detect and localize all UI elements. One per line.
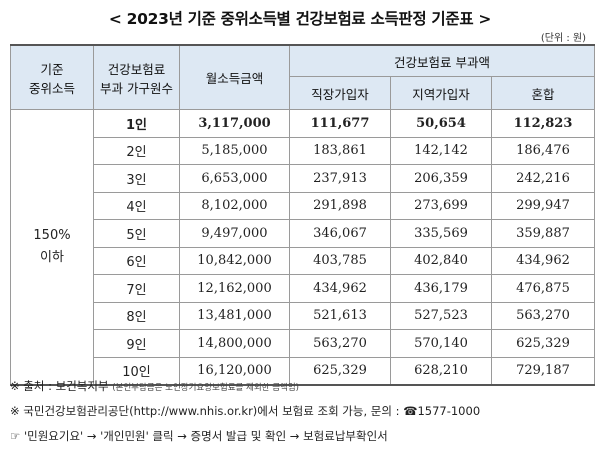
table-row: 4인 8,102,000 291,898 273,699 299,947 — [11, 191, 595, 220]
header-monthly-income: 월소득금액 — [179, 44, 290, 110]
mixed-cell: 434,962 — [491, 246, 595, 275]
header-mixed: 혼합 — [491, 76, 595, 110]
header-median-income-line2: 중위소득 — [28, 80, 75, 96]
unit-label: (단위 : 원) — [540, 33, 586, 44]
source-label: ※ 출처 : 보건복지부 — [10, 379, 109, 393]
income-cell: 14,800,000 — [179, 329, 290, 358]
income-cell: 13,481,000 — [179, 301, 290, 330]
source-note: ※ 출처 : 보건복지부 (본인부담금은 노인장기요양보험료를 제외한 금액임) — [10, 374, 595, 399]
income-cell: 5,185,000 — [179, 136, 290, 165]
regional-cell: 527,523 — [390, 301, 492, 330]
table-row: 5인 9,497,000 346,067 335,569 359,887 — [11, 219, 595, 248]
group-label-line2: 이하 — [40, 250, 64, 265]
regional-cell: 50,654 — [390, 109, 492, 138]
table-row: 3인 6,653,000 237,913 206,359 242,216 — [11, 164, 595, 193]
regional-cell: 206,359 — [390, 164, 492, 193]
household-cell: 3인 — [93, 164, 180, 193]
mixed-cell: 359,887 — [491, 219, 595, 248]
regional-cell: 402,840 — [390, 246, 492, 275]
header-median-income-line1: 기준 — [40, 61, 64, 77]
path-note: ☞ '민원요기요' → '개인민원' 클릭 → 증명서 발급 및 확인 → 보험… — [10, 429, 388, 443]
household-cell: 2인 — [93, 136, 180, 165]
mixed-cell: 625,329 — [491, 329, 595, 358]
header-household-count: 건강보험료 부과 가구원수 — [93, 44, 180, 110]
workplace-cell: 237,913 — [289, 164, 391, 193]
nhis-note: ※ 국민건강보험관리공단(http://www.nhis.or.kr)에서 보험… — [10, 404, 481, 418]
regional-cell: 273,699 — [390, 191, 492, 220]
workplace-cell: 563,270 — [289, 329, 391, 358]
regional-cell: 436,179 — [390, 274, 492, 303]
income-cell: 12,162,000 — [179, 274, 290, 303]
table-row: 7인 12,162,000 434,962 436,179 476,875 — [11, 274, 595, 303]
mixed-cell: 563,270 — [491, 301, 595, 330]
source-small-note: (본인부담금은 노인장기요양보험료를 제외한 금액임) — [112, 383, 299, 393]
table-row: 8인 13,481,000 521,613 527,523 563,270 — [11, 301, 595, 330]
mixed-cell: 476,875 — [491, 274, 595, 303]
regional-cell: 142,142 — [390, 136, 492, 165]
mixed-cell: 729,187 — [491, 356, 595, 386]
header-median-income: 기준 중위소득 — [10, 44, 94, 110]
table-row: 9인 14,800,000 563,270 570,140 625,329 — [11, 329, 595, 358]
criteria-table: 기준 중위소득 건강보험료 부과 가구원수 월소득금액 건강보험료 부과액 직장… — [10, 44, 595, 386]
page-title: < 2023년 기준 중위소득별 건강보험료 소득판정 기준표 > — [108, 10, 492, 28]
income-cell: 6,653,000 — [179, 164, 290, 193]
header-household-line2: 부과 가구원수 — [100, 80, 173, 96]
income-cell: 9,497,000 — [179, 219, 290, 248]
notes-section: ※ 출처 : 보건복지부 (본인부담금은 노인장기요양보험료를 제외한 금액임)… — [10, 374, 595, 449]
workplace-cell: 183,861 — [289, 136, 391, 165]
regional-cell: 628,210 — [390, 356, 492, 386]
workplace-cell: 111,677 — [289, 109, 391, 138]
household-cell: 4인 — [93, 191, 180, 220]
household-cell: 9인 — [93, 329, 180, 358]
household-cell: 7인 — [93, 274, 180, 303]
workplace-cell: 403,785 — [289, 246, 391, 275]
income-cell: 16,120,000 — [179, 356, 290, 386]
mixed-cell: 186,476 — [491, 136, 595, 165]
group-150-below: 150% 이하 — [10, 109, 94, 386]
household-cell: 6인 — [93, 246, 180, 275]
workplace-cell: 434,962 — [289, 274, 391, 303]
regional-cell: 570,140 — [390, 329, 492, 358]
income-cell: 3,117,000 — [179, 109, 290, 138]
workplace-cell: 521,613 — [289, 301, 391, 330]
household-cell: 5인 — [93, 219, 180, 248]
group-label-line1: 150% — [33, 228, 71, 243]
household-cell: 8인 — [93, 301, 180, 330]
mixed-cell: 112,823 — [491, 109, 595, 138]
header-household-line1: 건강보험료 — [107, 61, 166, 77]
income-cell: 8,102,000 — [179, 191, 290, 220]
regional-cell: 335,569 — [390, 219, 492, 248]
table-row: 10인 16,120,000 625,329 628,210 729,187 — [11, 356, 595, 386]
table-row: 6인 10,842,000 403,785 402,840 434,962 — [11, 246, 595, 275]
mixed-cell: 242,216 — [491, 164, 595, 193]
workplace-cell: 346,067 — [289, 219, 391, 248]
mixed-cell: 299,947 — [491, 191, 595, 220]
table-row: 2인 5,185,000 183,861 142,142 186,476 — [11, 136, 595, 165]
table-row: 150% 이하 1인 3,117,000 111,677 50,654 112,… — [10, 109, 595, 386]
header-workplace: 직장가입자 — [289, 76, 391, 110]
workplace-cell: 291,898 — [289, 191, 391, 220]
household-cell: 10인 — [93, 356, 180, 386]
income-cell: 10,842,000 — [179, 246, 290, 275]
header-regional: 지역가입자 — [390, 76, 492, 110]
header-premium-group: 건강보험료 부과액 — [289, 44, 595, 77]
household-cell: 1인 — [93, 109, 180, 138]
